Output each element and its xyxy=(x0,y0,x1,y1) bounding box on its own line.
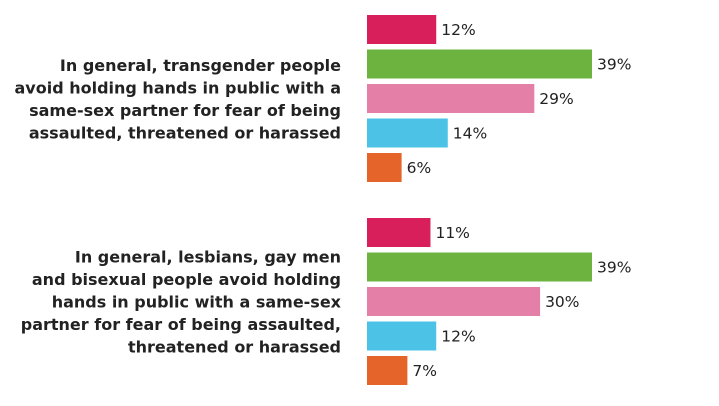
value-label-g1-2: 39% xyxy=(597,56,631,74)
bar-g1-3 xyxy=(367,84,535,113)
category-label-g2-line-5: threatened or harassed xyxy=(128,338,341,357)
category-label-g1-line-3: same-sex partner for fear of being xyxy=(29,101,341,120)
bar-g1-4 xyxy=(367,118,448,148)
bar-g2-3 xyxy=(367,287,541,316)
bar-g2-1 xyxy=(367,218,431,247)
category-label-g1-line-2: avoid holding hands in public with a xyxy=(14,78,341,97)
bar-g1-2 xyxy=(367,49,592,79)
labels-layer: 12% 39% 29% 14% 6% In general, transgender pe… xyxy=(14,21,631,380)
category-label-g2-line-2: and bisexual people avoid holding xyxy=(32,270,341,289)
category-label-g1-line-1: In general, transgender people xyxy=(60,56,341,75)
value-label-g2-4: 12% xyxy=(441,328,475,346)
bar-g2-2 xyxy=(367,252,592,282)
value-label-g2-3: 30% xyxy=(545,293,579,311)
category-label-g2-line-1: In general, lesbians, gay men xyxy=(75,248,341,267)
value-label-g1-5: 6% xyxy=(407,159,432,177)
bar-g2-5 xyxy=(367,356,408,385)
value-label-g2-5: 7% xyxy=(412,362,437,380)
bar-g1-1 xyxy=(367,15,437,44)
bars-layer xyxy=(367,15,592,385)
value-label-g1-4: 14% xyxy=(453,125,487,143)
category-label-g2-line-4: partner for fear of being assaulted, xyxy=(21,315,341,334)
category-label-g2-line-3: hands in public with a same-sex xyxy=(52,293,342,312)
value-label-g2-1: 11% xyxy=(435,224,469,242)
value-label-g1-1: 12% xyxy=(441,21,475,39)
category-label-g1-line-4: assaulted, threatened or harassed xyxy=(29,123,341,142)
bar-g2-4 xyxy=(367,321,437,351)
value-label-g1-3: 29% xyxy=(539,90,573,108)
value-label-g2-2: 39% xyxy=(597,259,631,277)
bar-g1-5 xyxy=(367,153,402,182)
